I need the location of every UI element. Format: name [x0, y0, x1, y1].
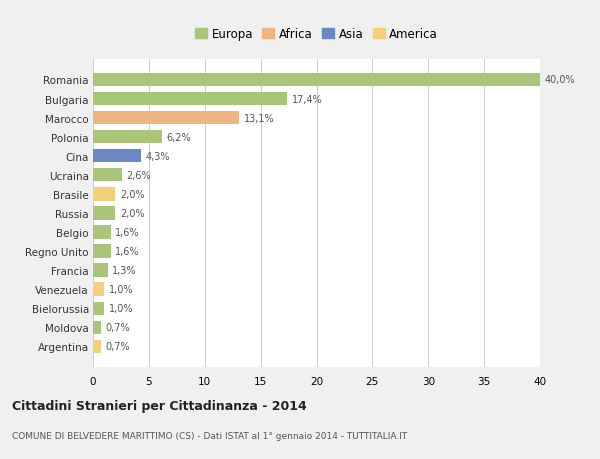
Bar	[93, 169, 122, 182]
Bar	[93, 73, 540, 87]
Text: 1,0%: 1,0%	[109, 303, 133, 313]
Bar	[93, 340, 101, 353]
Bar	[93, 131, 162, 144]
Text: COMUNE DI BELVEDERE MARITTIMO (CS) - Dati ISTAT al 1° gennaio 2014 - TUTTITALIA.: COMUNE DI BELVEDERE MARITTIMO (CS) - Dat…	[12, 431, 407, 441]
Bar	[93, 245, 111, 258]
Bar	[93, 264, 107, 277]
Text: 1,6%: 1,6%	[115, 246, 140, 257]
Text: 0,7%: 0,7%	[105, 323, 130, 332]
Bar	[93, 207, 115, 220]
Bar	[93, 188, 115, 201]
Text: 0,7%: 0,7%	[105, 341, 130, 352]
Text: 40,0%: 40,0%	[544, 75, 575, 85]
Text: 1,3%: 1,3%	[112, 265, 136, 275]
Bar	[93, 112, 239, 125]
Bar	[93, 226, 111, 239]
Bar	[93, 150, 141, 163]
Text: 2,0%: 2,0%	[120, 208, 145, 218]
Text: 4,3%: 4,3%	[146, 151, 170, 162]
Text: Cittadini Stranieri per Cittadinanza - 2014: Cittadini Stranieri per Cittadinanza - 2…	[12, 399, 307, 412]
Bar	[93, 321, 101, 334]
Bar	[93, 302, 104, 315]
Text: 13,1%: 13,1%	[244, 113, 274, 123]
Text: 17,4%: 17,4%	[292, 95, 323, 104]
Text: 1,0%: 1,0%	[109, 285, 133, 295]
Bar	[93, 283, 104, 296]
Legend: Europa, Africa, Asia, America: Europa, Africa, Asia, America	[193, 26, 440, 43]
Text: 1,6%: 1,6%	[115, 228, 140, 237]
Bar	[93, 93, 287, 106]
Text: 6,2%: 6,2%	[167, 132, 191, 142]
Text: 2,6%: 2,6%	[127, 170, 151, 180]
Text: 2,0%: 2,0%	[120, 190, 145, 199]
